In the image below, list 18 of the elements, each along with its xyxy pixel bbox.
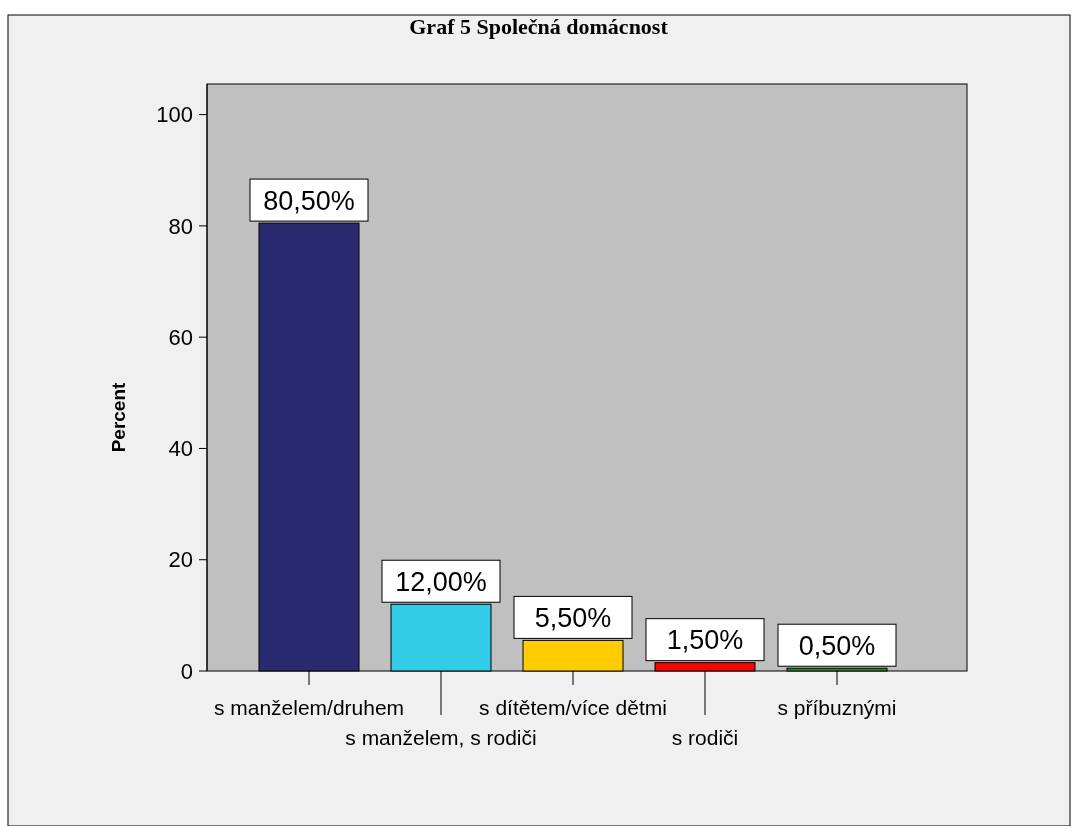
y-axis-title: Percent <box>108 381 129 453</box>
y-tick-label: 60 <box>168 324 193 350</box>
y-tick-label: 80 <box>168 213 193 239</box>
x-tick-label: s manželem/druhem <box>213 696 405 719</box>
y-tick-label: 20 <box>168 547 193 573</box>
x-tick-label: s příbuznými <box>777 696 897 719</box>
y-tick-label: 0 <box>180 658 193 684</box>
chart-title: Graf 5 Společná domácnost <box>409 14 669 39</box>
y-tick-label: 100 <box>156 102 193 128</box>
x-tick-label: s rodiči <box>671 726 739 749</box>
data-label: 80,50% <box>263 185 355 216</box>
y-tick-label: 40 <box>168 436 193 462</box>
data-label: 0,50% <box>798 630 876 661</box>
data-label: 5,50% <box>534 602 612 633</box>
x-tick-label: s dítětem/více dětmi <box>479 696 667 719</box>
data-label: 12,00% <box>395 566 487 597</box>
data-label: 1,50% <box>666 625 744 656</box>
x-tick-label: s manželem, s rodiči <box>345 726 537 749</box>
